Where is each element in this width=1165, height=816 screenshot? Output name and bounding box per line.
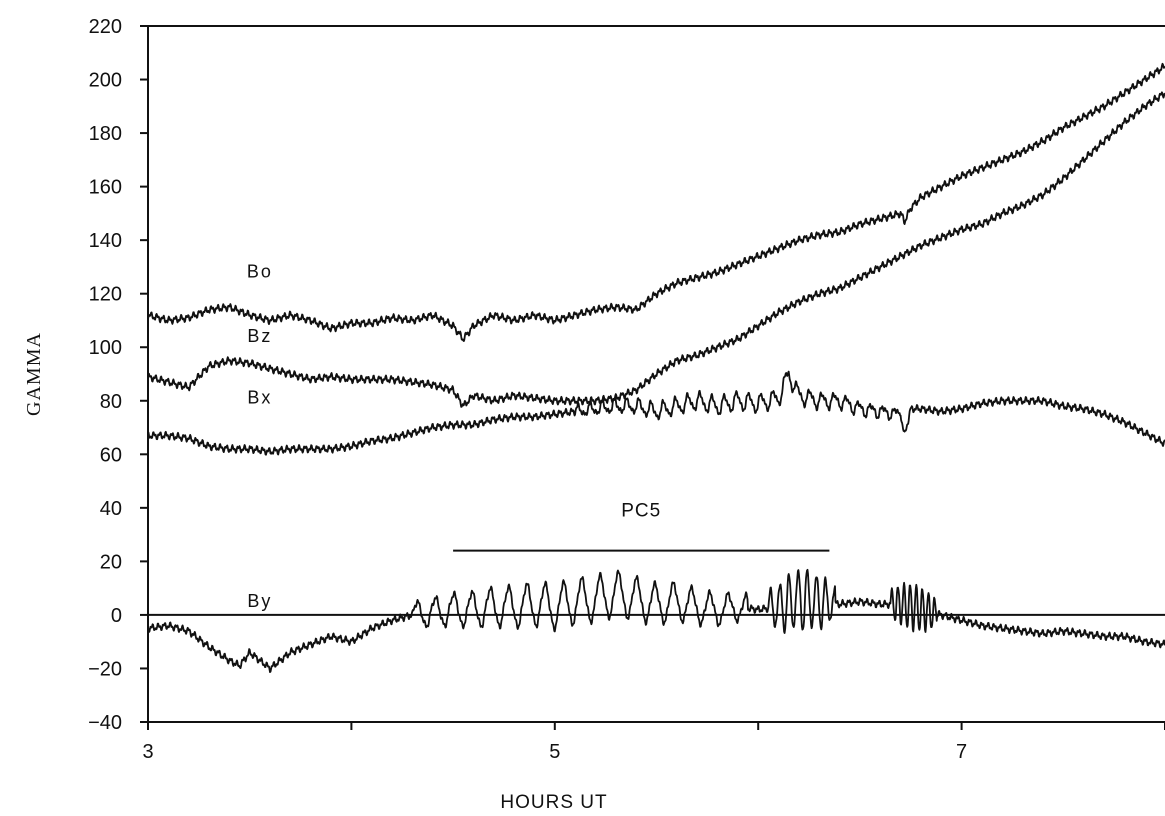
x-tick-label: 3 [142, 741, 153, 763]
series-label-bz: Bz [247, 326, 272, 346]
y-tick-label: 160 [89, 177, 122, 199]
x-tick-label: 5 [549, 741, 560, 763]
series-line-bx [147, 370, 1165, 456]
y-tick-label: 60 [100, 444, 122, 466]
y-tick-label: 140 [89, 230, 122, 252]
x-axis-ticks: 3 5 7 [142, 722, 1165, 763]
y-tick-label: 0 [111, 605, 122, 627]
y-tick-label: 100 [89, 337, 122, 359]
y-tick-label: 80 [100, 391, 122, 413]
plot-frame [147, 25, 1165, 723]
series-label-bx: Bx [247, 387, 272, 407]
series-labels: Bo Bz Bx By [247, 262, 273, 611]
x-axis-title: HOURS UT [500, 792, 607, 813]
y-tick-label: 220 [89, 16, 122, 38]
y-axis-title: GAMMA [23, 332, 45, 416]
series-lines [147, 62, 1165, 673]
y-tick-label: 200 [89, 70, 122, 92]
y-tick-label: 120 [89, 284, 122, 306]
series-line-bz [147, 91, 1165, 408]
x-tick-label: 7 [956, 741, 967, 763]
pc5-label: PC5 [621, 501, 661, 522]
y-tick-label: −40 [88, 712, 122, 734]
y-tick-label: 40 [100, 498, 122, 520]
y-tick-label: 180 [89, 123, 122, 145]
y-tick-label: 20 [100, 551, 122, 573]
y-axis-ticks: −40 −20 0 20 40 60 80 100 120 140 160 180 200 220 [88, 16, 148, 734]
y-tick-label: −20 [88, 658, 122, 680]
series-label-by: By [247, 591, 272, 611]
series-label-bo: Bo [247, 262, 273, 282]
series-line-bo [147, 62, 1165, 343]
series-line-by [147, 568, 1165, 673]
annotations: PC5 [453, 501, 830, 552]
